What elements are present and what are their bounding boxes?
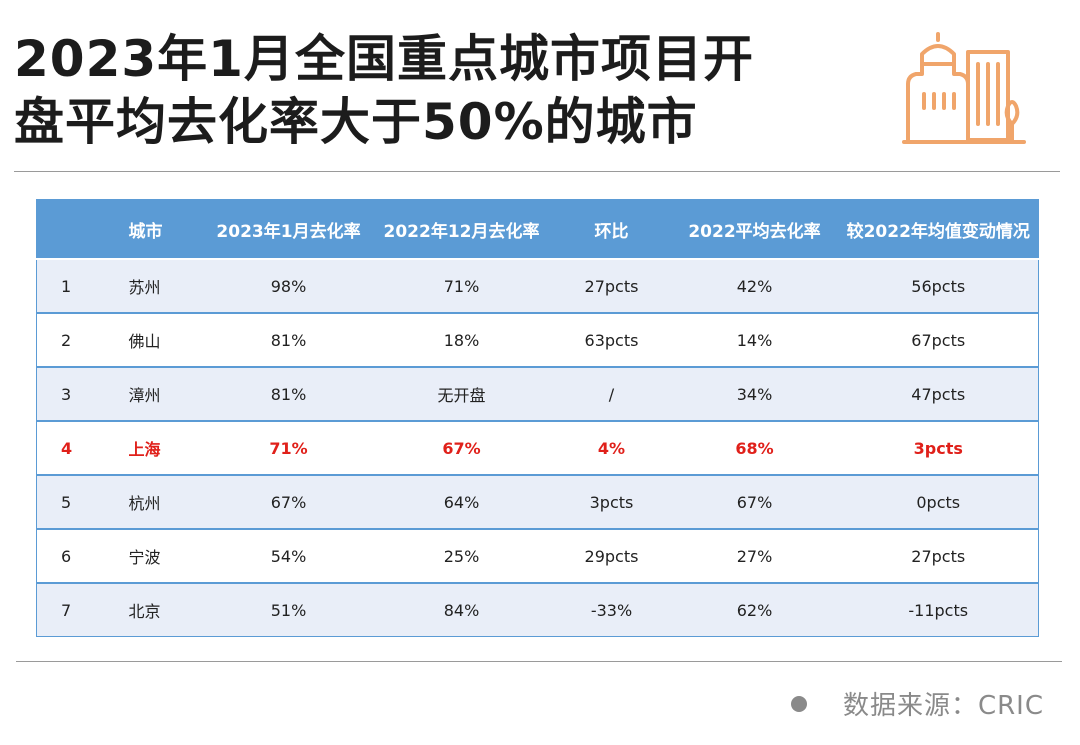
bottom-divider <box>16 661 1062 662</box>
table-row: 2 佛山 81% 18% 63pcts 14% 67pcts <box>36 312 1039 367</box>
cell-avg-2022: 62% <box>670 582 839 637</box>
table-row: 1 苏州 98% 71% 27pcts 42% 56pcts <box>36 259 1039 313</box>
cell-mom: 4% <box>552 420 671 475</box>
cell-index: 3 <box>36 366 113 421</box>
top-divider <box>14 171 1060 172</box>
cell-change: 47pcts <box>838 366 1039 421</box>
title-line-2: 盘平均去化率大于50%的城市 <box>14 93 698 151</box>
cell-city: 杭州 <box>112 474 207 529</box>
cell-change: 0pcts <box>838 474 1039 529</box>
cell-change: 27pcts <box>838 528 1039 583</box>
cell-change: 67pcts <box>838 312 1039 367</box>
header-index <box>36 199 113 260</box>
cell-jan-2023: 71% <box>206 420 371 475</box>
cell-index: 2 <box>36 312 113 367</box>
title-line-1: 2023年1月全国重点城市项目开 <box>14 30 754 88</box>
cell-avg-2022: 67% <box>670 474 839 529</box>
cell-avg-2022: 27% <box>670 528 839 583</box>
cell-avg-2022: 68% <box>670 420 839 475</box>
cell-index: 1 <box>36 259 113 313</box>
cell-jan-2023: 81% <box>206 312 371 367</box>
cell-dec-2022: 84% <box>370 582 553 637</box>
cell-dec-2022: 无开盘 <box>370 366 553 421</box>
cell-dec-2022: 71% <box>370 259 553 313</box>
cell-mom: -33% <box>552 582 671 637</box>
cell-city: 佛山 <box>112 312 207 367</box>
source-text: 数据来源：CRIC <box>842 691 1044 721</box>
cell-mom: 63pcts <box>552 312 671 367</box>
cell-mom: 3pcts <box>552 474 671 529</box>
cell-city: 苏州 <box>112 259 207 313</box>
cell-dec-2022: 18% <box>370 312 553 367</box>
cell-avg-2022: 42% <box>670 259 839 313</box>
data-table: 城市 2023年1月去化率 2022年12月去化率 环比 2022平均去化率 较… <box>36 199 1039 637</box>
cell-index: 5 <box>36 474 113 529</box>
page-title: 2023年1月全国重点城市项目开 盘平均去化率大于50%的城市 <box>14 28 754 154</box>
cell-city: 漳州 <box>112 366 207 421</box>
cell-change: -11pcts <box>838 582 1039 637</box>
cell-index: 6 <box>36 528 113 583</box>
cell-avg-2022: 34% <box>670 366 839 421</box>
cell-dec-2022: 25% <box>370 528 553 583</box>
cell-dec-2022: 67% <box>370 420 553 475</box>
header-dec-2022: 2022年12月去化率 <box>370 199 553 260</box>
cell-dec-2022: 64% <box>370 474 553 529</box>
cell-avg-2022: 14% <box>670 312 839 367</box>
table-row: 5 杭州 67% 64% 3pcts 67% 0pcts <box>36 474 1039 529</box>
cell-jan-2023: 81% <box>206 366 371 421</box>
header-mom: 环比 <box>552 199 671 260</box>
cell-change: 3pcts <box>838 420 1039 475</box>
cell-jan-2023: 98% <box>206 259 371 313</box>
cell-jan-2023: 54% <box>206 528 371 583</box>
cell-index: 7 <box>36 582 113 637</box>
cell-mom: / <box>552 366 671 421</box>
cell-city: 北京 <box>112 582 207 637</box>
cell-jan-2023: 51% <box>206 582 371 637</box>
table-row: 6 宁波 54% 25% 29pcts 27% 27pcts <box>36 528 1039 583</box>
header-jan-2023: 2023年1月去化率 <box>206 199 371 260</box>
cell-mom: 29pcts <box>552 528 671 583</box>
header-change: 较2022年均值变动情况 <box>838 199 1039 260</box>
table-header-row: 城市 2023年1月去化率 2022年12月去化率 环比 2022平均去化率 较… <box>36 199 1039 260</box>
cell-city: 宁波 <box>112 528 207 583</box>
header-avg-2022: 2022平均去化率 <box>670 199 839 260</box>
table-row: 4 上海 71% 67% 4% 68% 3pcts <box>36 420 1039 475</box>
cell-city: 上海 <box>112 420 207 475</box>
cell-jan-2023: 67% <box>206 474 371 529</box>
table-row: 7 北京 51% 84% -33% 62% -11pcts <box>36 582 1039 637</box>
cell-mom: 27pcts <box>552 259 671 313</box>
header-city: 城市 <box>112 199 207 260</box>
city-buildings-icon <box>902 32 1026 144</box>
cell-index: 4 <box>36 420 113 475</box>
data-source: 数据来源：CRIC <box>790 685 1044 722</box>
cell-change: 56pcts <box>838 259 1039 313</box>
table-row: 3 漳州 81% 无开盘/34% 47pcts <box>36 366 1039 421</box>
bullet-dot-icon <box>790 695 807 712</box>
